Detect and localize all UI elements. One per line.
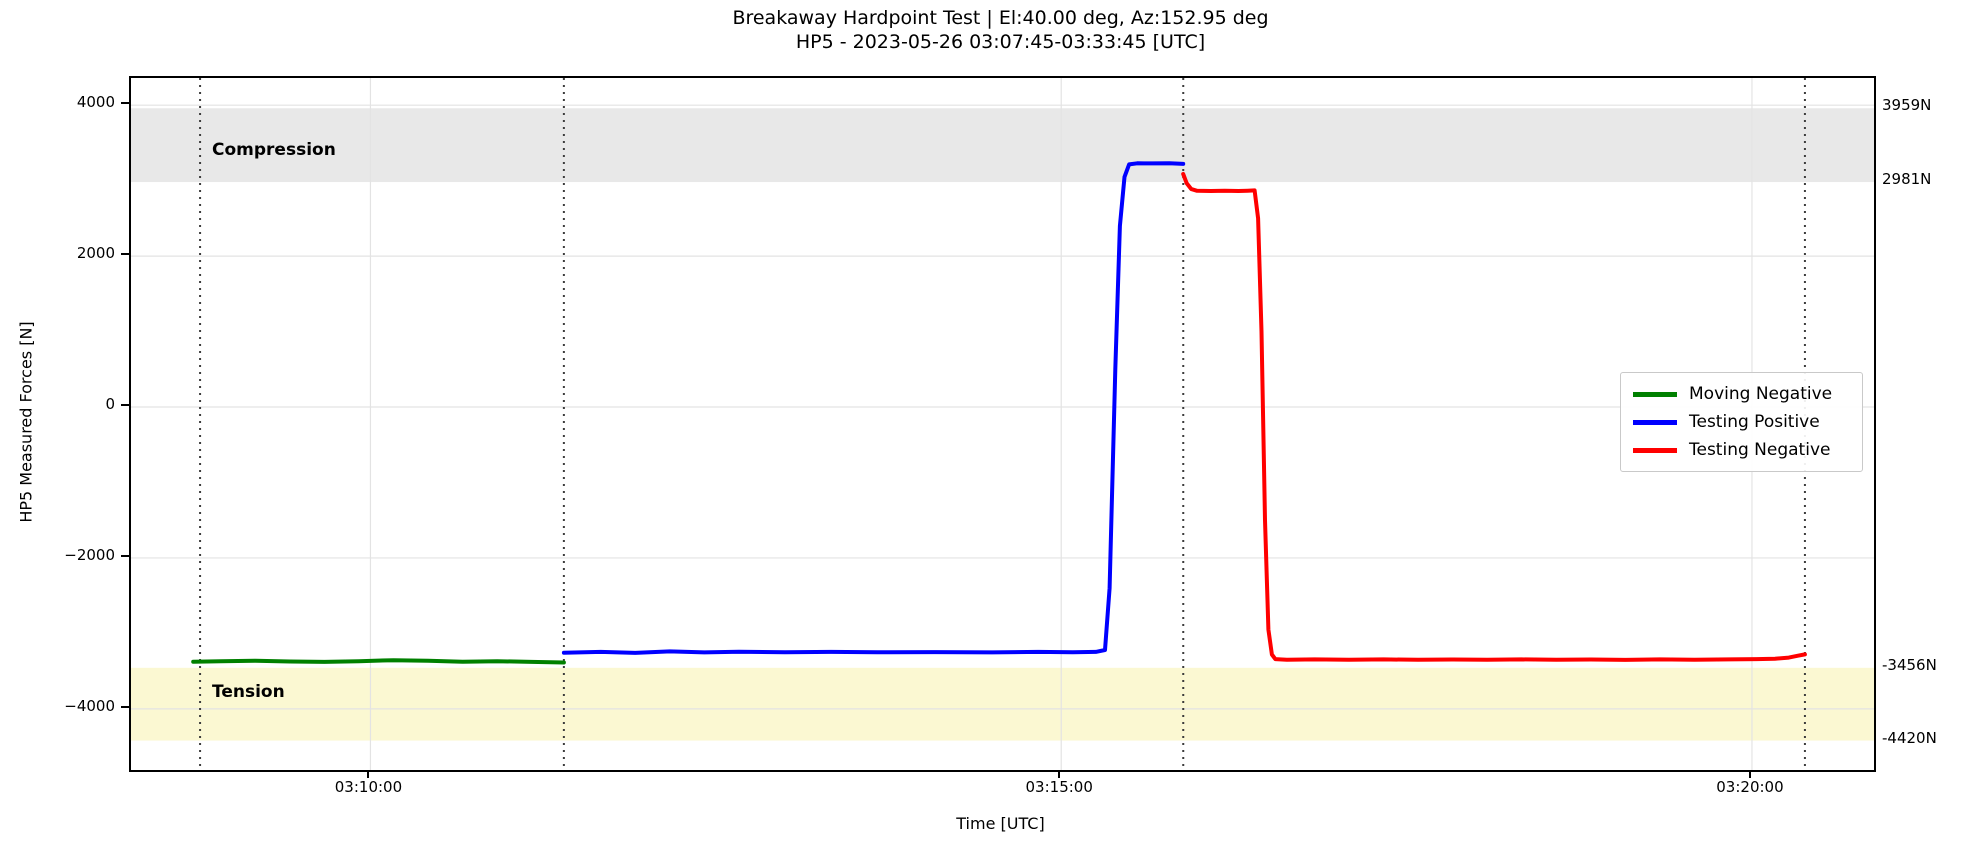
y-tick-label: −2000 — [64, 545, 115, 564]
chart-title-block: Breakaway Hardpoint Test | El:40.00 deg,… — [129, 6, 1872, 54]
legend-line-swatch — [1633, 419, 1677, 425]
x-tick-mark — [1058, 770, 1061, 778]
legend-label: Testing Negative — [1689, 440, 1831, 460]
band-tension — [131, 667, 1874, 741]
band-compression — [131, 108, 1874, 183]
plot-area: Compression Tension — [129, 76, 1876, 772]
force-annotation: -4420N — [1882, 728, 1937, 747]
x-tick-label: 03:15:00 — [1025, 778, 1093, 796]
y-tick-mark — [121, 102, 129, 105]
x-tick-label: 03:20:00 — [1716, 778, 1784, 796]
legend-line-swatch — [1633, 447, 1677, 453]
series-testing-negative — [1181, 172, 1807, 662]
legend-label: Moving Negative — [1689, 384, 1833, 404]
force-annotation: 3959N — [1882, 96, 1932, 115]
legend-line-swatch — [1633, 391, 1677, 397]
y-tick-label: −4000 — [64, 696, 115, 715]
y-tick-mark — [121, 554, 129, 557]
series-moving-negative — [191, 658, 566, 665]
legend-item: Testing Negative — [1621, 436, 1862, 464]
legend-item: Moving Negative — [1621, 380, 1862, 408]
y-tick-mark — [121, 404, 129, 407]
chart-title: Breakaway Hardpoint Test | El:40.00 deg,… — [732, 7, 1269, 29]
x-tick-mark — [1748, 770, 1751, 778]
legend-label: Testing Positive — [1689, 412, 1820, 432]
y-tick-label: 4000 — [76, 93, 115, 112]
y-tick-mark — [121, 705, 129, 708]
y-tick-mark — [121, 253, 129, 256]
chart-subtitle: HP5 - 2023-05-26 03:07:45-03:33:45 [UTC] — [795, 31, 1206, 53]
compression-band-label: Compression — [212, 139, 336, 160]
legend-item: Testing Positive — [1621, 408, 1862, 436]
x-tick-mark — [367, 770, 370, 778]
x-tick-label: 03:10:00 — [334, 778, 403, 796]
tension-band-label: Tension — [212, 681, 285, 702]
y-tick-label: 0 — [105, 395, 115, 414]
y-tick-label: 2000 — [76, 244, 115, 263]
plot-canvas — [131, 78, 1874, 770]
force-annotation: -3456N — [1882, 655, 1937, 674]
x-axis-label: Time [UTC] — [956, 814, 1045, 833]
force-annotation: 2981N — [1882, 170, 1932, 189]
y-axis-label: HP5 Measured Forces [N] — [16, 321, 36, 523]
series-testing-positive — [561, 161, 1186, 655]
legend: Moving Negative Testing Positive Testing N… — [1620, 372, 1863, 472]
